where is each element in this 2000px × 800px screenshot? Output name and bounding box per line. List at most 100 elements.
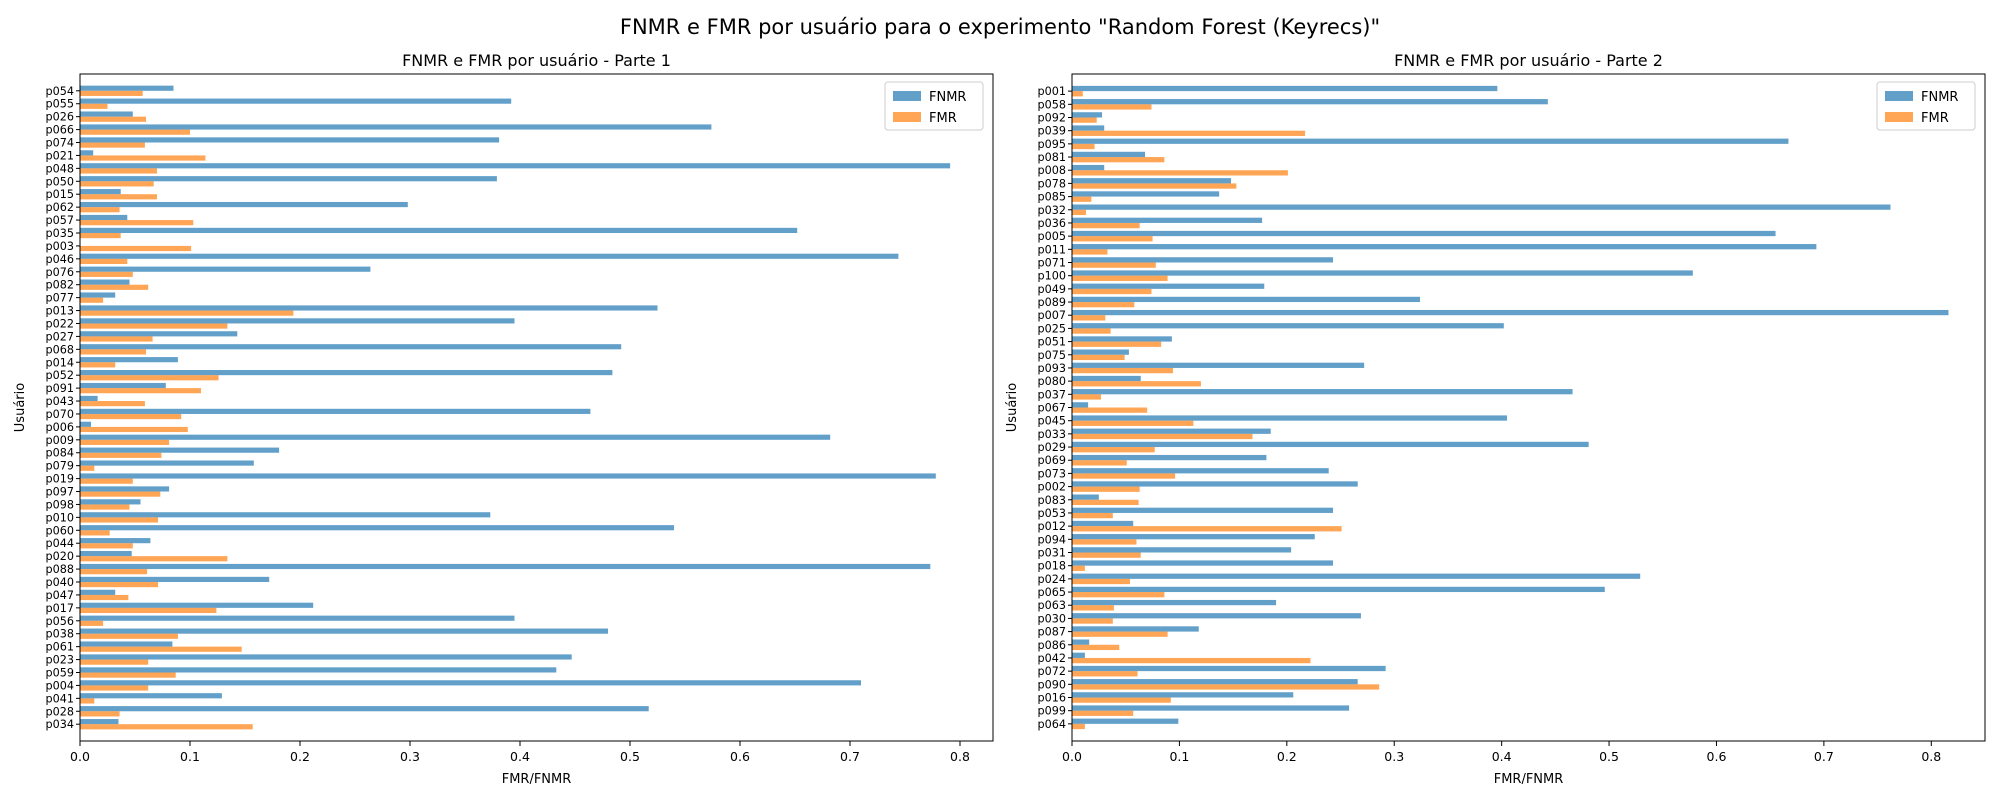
y-tick-label: p049 [1038,283,1066,296]
bar-fmr-p011 [1072,249,1108,255]
y-tick-label: p018 [1038,560,1066,573]
bar-fmr-p032 [1072,209,1086,216]
bar-fnmr-p083 [1072,494,1099,500]
bar-fmr-p062 [80,207,120,213]
bar-fmr-p049 [1072,288,1152,295]
y-tick-label: p011 [1038,243,1066,256]
bar-fmr-p014 [80,362,116,368]
bar-fnmr-p002 [1072,481,1358,487]
bar-fmr-p079 [80,465,95,471]
y-axis-label: Usuário [1005,383,1020,432]
bar-fmr-p097 [80,491,161,497]
bar-fnmr-p014 [80,357,178,363]
bar-fmr-p015 [80,194,157,200]
bar-fnmr-p060 [80,525,674,531]
y-tick-label: p045 [1038,415,1066,428]
bar-fnmr-p005 [1072,230,1776,237]
bar-fnmr-p089 [1072,296,1421,303]
plot-frame [79,73,994,742]
y-tick-label: p038 [46,628,74,641]
bar-fnmr-p049 [1072,283,1265,289]
bar-fmr-p043 [80,401,145,407]
bar-fmr-p036 [1072,222,1140,229]
y-tick-label: p073 [1038,467,1066,480]
y-tick-label: p067 [1038,402,1066,415]
x-axis-label: FMR/FNMR [1494,772,1564,787]
y-tick-label: p051 [1038,336,1066,349]
bar-fnmr-p080 [1072,375,1141,382]
y-tick-label: p074 [46,137,74,150]
bar-fmr-p056 [80,620,104,626]
bar-fnmr-p082 [80,279,130,285]
x-tick-label: 0.7 [1814,749,1834,764]
bar-fmr-p095 [1072,143,1095,150]
bar-fnmr-p075 [1072,349,1129,355]
bar-fnmr-p099 [1072,705,1350,711]
y-tick-label: p057 [46,214,74,227]
bar-fmr-p009 [80,439,170,445]
bar-fmr-p034 [80,724,253,730]
bar-fnmr-p092 [1072,112,1103,118]
y-tick-label: p030 [1038,612,1066,625]
y-tick-label: p069 [1038,454,1066,467]
y-tick-label: p056 [46,615,74,628]
y-tick-label: p063 [1038,599,1066,612]
y-tick-label: p068 [46,343,74,356]
bar-fmr-p063 [1072,605,1114,611]
y-tick-label: p084 [46,447,74,460]
y-tick-label: p083 [1038,494,1066,507]
bar-fmr-p084 [80,452,162,458]
bar-fmr-p073 [1072,473,1176,479]
y-tick-label: p100 [1038,270,1066,283]
bar-fnmr-p012 [1072,520,1134,527]
bar-fnmr-p052 [80,370,613,376]
bar-fnmr-p025 [1072,323,1504,329]
bar-fmr-p010 [80,517,159,523]
bar-fmr-p002 [1072,486,1140,492]
bar-fnmr-p006 [80,421,91,427]
y-tick-label: p071 [1038,257,1066,270]
y-tick-label: p064 [1038,718,1066,731]
bar-fmr-p016 [1072,697,1171,703]
bar-fnmr-p100 [1072,270,1693,276]
chart-title: FNMR e FMR por usuário - Parte 2 [1394,51,1663,70]
y-tick-label: p028 [46,705,74,718]
y-tick-label: p078 [1038,177,1066,190]
bar-fnmr-p007 [1072,309,1949,316]
bar-fnmr-p039 [1072,125,1105,131]
y-tick-label: p034 [46,718,74,731]
y-tick-label: p032 [1038,204,1066,217]
x-tick-label: 0.7 [840,749,860,764]
bar-fnmr-p061 [80,641,173,647]
y-tick-label: p037 [1038,388,1066,401]
y-tick-label: p009 [46,434,74,447]
bar-fmr-p075 [1072,354,1125,361]
bar-fnmr-p057 [80,214,128,221]
y-tick-label: p062 [46,201,74,214]
x-tick-label: 0.2 [290,749,310,764]
bar-fnmr-p086 [1072,639,1090,645]
bar-fnmr-p027 [80,331,238,337]
bar-fnmr-p065 [1072,586,1605,593]
y-tick-label: p016 [1038,692,1066,705]
bar-fnmr-p001 [1072,85,1498,92]
bar-fmr-p071 [1072,262,1156,268]
y-tick-label: p008 [1038,164,1066,177]
x-tick-label: 0.0 [1062,749,1082,764]
y-tick-label: p081 [1038,151,1066,164]
y-tick-label: p033 [1038,428,1066,441]
bar-fnmr-p041 [80,693,222,699]
x-tick-label: 0.5 [620,749,640,764]
y-tick-label: p017 [46,602,74,615]
bar-fnmr-p040 [80,576,270,583]
y-tick-label: p007 [1038,309,1066,322]
bar-fmr-p044 [80,543,133,549]
y-tick-label: p013 [46,305,74,318]
bar-fmr-p028 [80,711,120,717]
bar-fmr-p053 [1072,512,1113,519]
bar-fnmr-p097 [80,486,170,492]
y-tick-label: p053 [1038,507,1066,520]
y-tick-label: p027 [46,330,74,343]
bar-fmr-p012 [1072,526,1342,532]
